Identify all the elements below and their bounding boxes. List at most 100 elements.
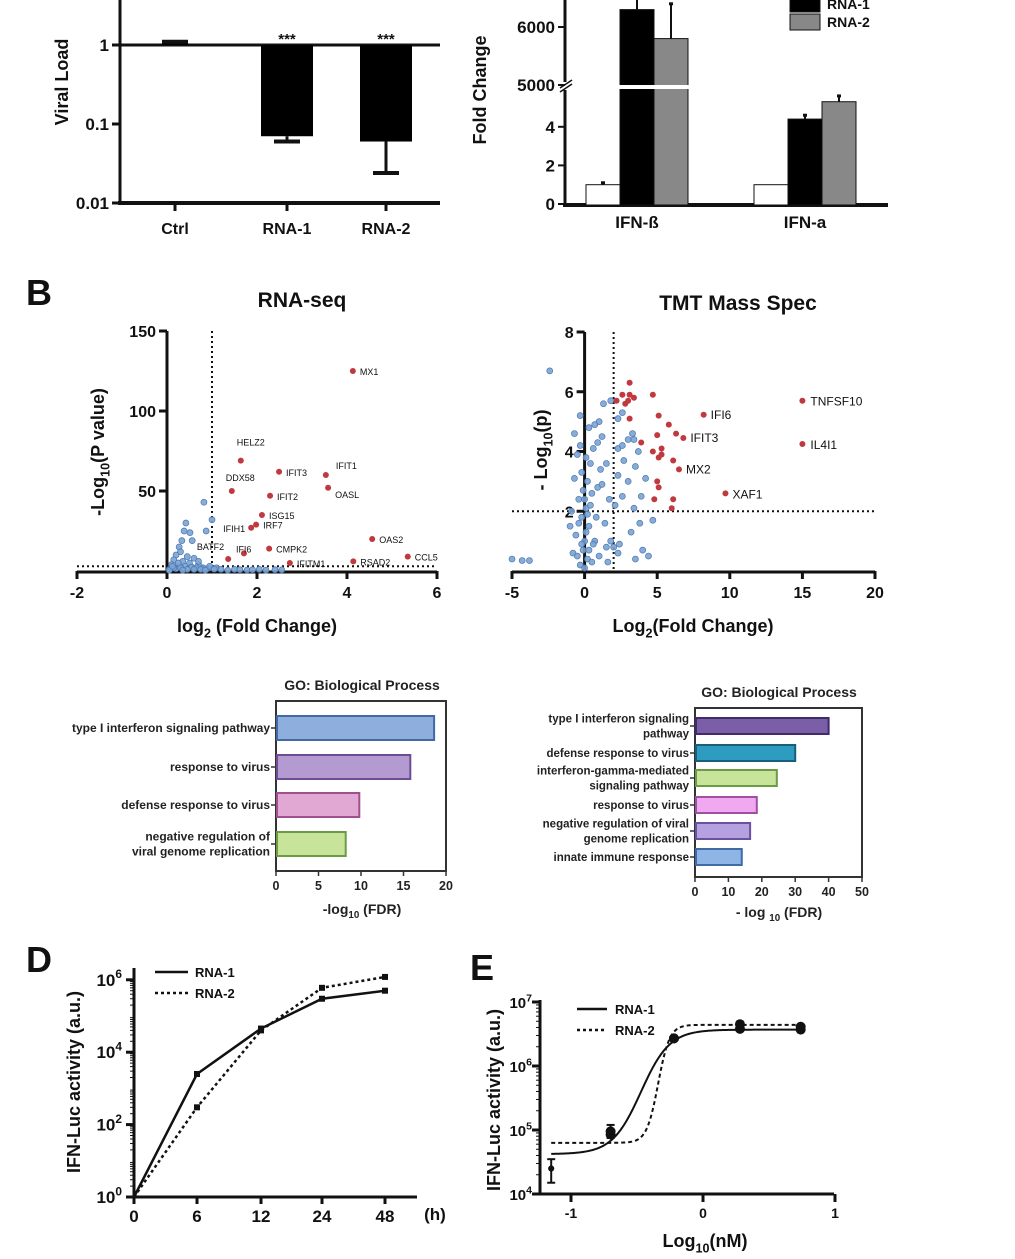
data-point (587, 460, 594, 467)
y-tick-label: 8 (565, 325, 574, 342)
y-tick-label: 104 (96, 1040, 122, 1063)
significant-point (655, 454, 662, 461)
rna-seq-volcano-plot: RNA-seq -2 0 2 4 6 50 100 150 MX1 HELZ2 IFIT3 IFIT1 D… (70, 289, 442, 640)
x-axis-label: log2 (Fold Change) (177, 616, 337, 640)
data-point (588, 558, 596, 566)
gene-label: IFI6 (711, 408, 732, 422)
gene-label: IFIT1 (336, 461, 357, 471)
gene-label: IFIH1 (223, 524, 245, 534)
axis-break-mark (559, 83, 573, 93)
data-point (585, 546, 593, 554)
data-point (636, 519, 644, 527)
data-point (630, 436, 638, 443)
label-text: (Fold Change) (653, 616, 774, 636)
significant-point (349, 368, 356, 374)
legend-label: RNA-1 (827, 0, 870, 12)
legend-label: RNA-1 (195, 965, 235, 980)
gene-label: OAS2 (379, 535, 403, 545)
label-text: (FDR) (359, 901, 401, 917)
data-point (518, 557, 526, 564)
x-tick-label: RNA-1 (263, 221, 312, 238)
category-label: innate immune response (554, 852, 689, 864)
data-point (195, 558, 202, 565)
x-tick-label: 12 (252, 1207, 271, 1226)
data-point (571, 430, 578, 437)
y-tick-label: 105 (509, 1120, 532, 1140)
data-point (597, 466, 604, 473)
bar (695, 744, 797, 762)
significant-point (655, 412, 662, 419)
data-marker (319, 995, 325, 1002)
category-label: signaling pathway (589, 781, 689, 793)
category-label: genome replication (584, 834, 689, 846)
data-point (190, 554, 198, 562)
tmt-volcano-plot: TMT Mass Spec -5 0 5 10 15 20 2 4 6 8 TNFSF10 IL4I1 I… (505, 292, 884, 640)
data-point (546, 367, 554, 375)
significant-point (626, 379, 633, 386)
superscript: 4 (115, 1040, 122, 1054)
significant-point (228, 488, 235, 494)
data-point (630, 504, 638, 512)
viral-load-chart: 0.01 0.1 1 Ctrl RNA-1 *** RNA-2 *** Viral Load (52, 0, 440, 238)
significant-point (670, 457, 677, 464)
x-tick-label: 20 (439, 879, 453, 893)
data-point (649, 516, 657, 524)
data-point (202, 527, 210, 535)
gene-label: CMPK2 (276, 545, 307, 555)
significant-point (668, 505, 675, 512)
data-point (587, 501, 594, 509)
category-label: response to virus (593, 800, 689, 812)
bar (653, 38, 689, 206)
significant-point (237, 457, 244, 464)
label-text: 10 (96, 1188, 115, 1207)
significant-point (267, 492, 274, 499)
x-axis-label: Log10(nM) (663, 1231, 748, 1255)
label-text: (Fold Change) (211, 616, 337, 636)
significant-point (799, 397, 806, 404)
data-point (591, 421, 599, 428)
label-text: (P value) (88, 388, 108, 463)
label-text: (FDR) (780, 904, 822, 920)
data-point (186, 529, 194, 536)
data-marker (382, 973, 388, 980)
data-point (190, 566, 198, 573)
data-point (581, 564, 588, 572)
data-point (589, 540, 597, 548)
significant-point (630, 394, 637, 401)
bar (821, 101, 857, 206)
y-tick-label: 106 (509, 1056, 532, 1076)
x-tick-label: 0 (580, 585, 589, 602)
data-point (605, 495, 613, 503)
significant-point (670, 496, 677, 503)
significant-point (286, 560, 293, 566)
x-tick-label: 15 (794, 585, 812, 602)
y-tick-label: 102 (96, 1112, 122, 1135)
y-axis-label: IFN-Luc activity (a.u.) (64, 991, 84, 1173)
bar (695, 822, 752, 840)
x-axis-label: - log 10 (FDR) (736, 904, 822, 924)
gene-label: DDX58 (226, 473, 255, 483)
data-point (573, 552, 581, 560)
x-tick-label: 10 (721, 885, 735, 899)
data-point (584, 478, 591, 485)
subscript: 10 (769, 913, 780, 924)
data-point (632, 555, 639, 563)
x-tick-label: 6 (192, 1207, 201, 1226)
data-point (624, 478, 632, 485)
legend-label: RNA-2 (827, 14, 870, 30)
x-tick-label: -1 (565, 1205, 578, 1221)
superscript: 7 (526, 992, 532, 1004)
significant-point (248, 524, 255, 531)
label-text: 10 (509, 1123, 526, 1140)
data-point (585, 522, 593, 530)
data-point (262, 566, 270, 574)
x-tick-label: 0 (273, 879, 280, 893)
significant-point (613, 397, 620, 404)
x-tick-label: 6 (433, 585, 442, 602)
x-tick-label: 50 (855, 885, 869, 899)
significant-point (673, 430, 680, 437)
y-tick-label: 6 (565, 385, 574, 402)
data-point (169, 562, 176, 570)
y-axis-label: -Log10(P value) (88, 388, 112, 516)
